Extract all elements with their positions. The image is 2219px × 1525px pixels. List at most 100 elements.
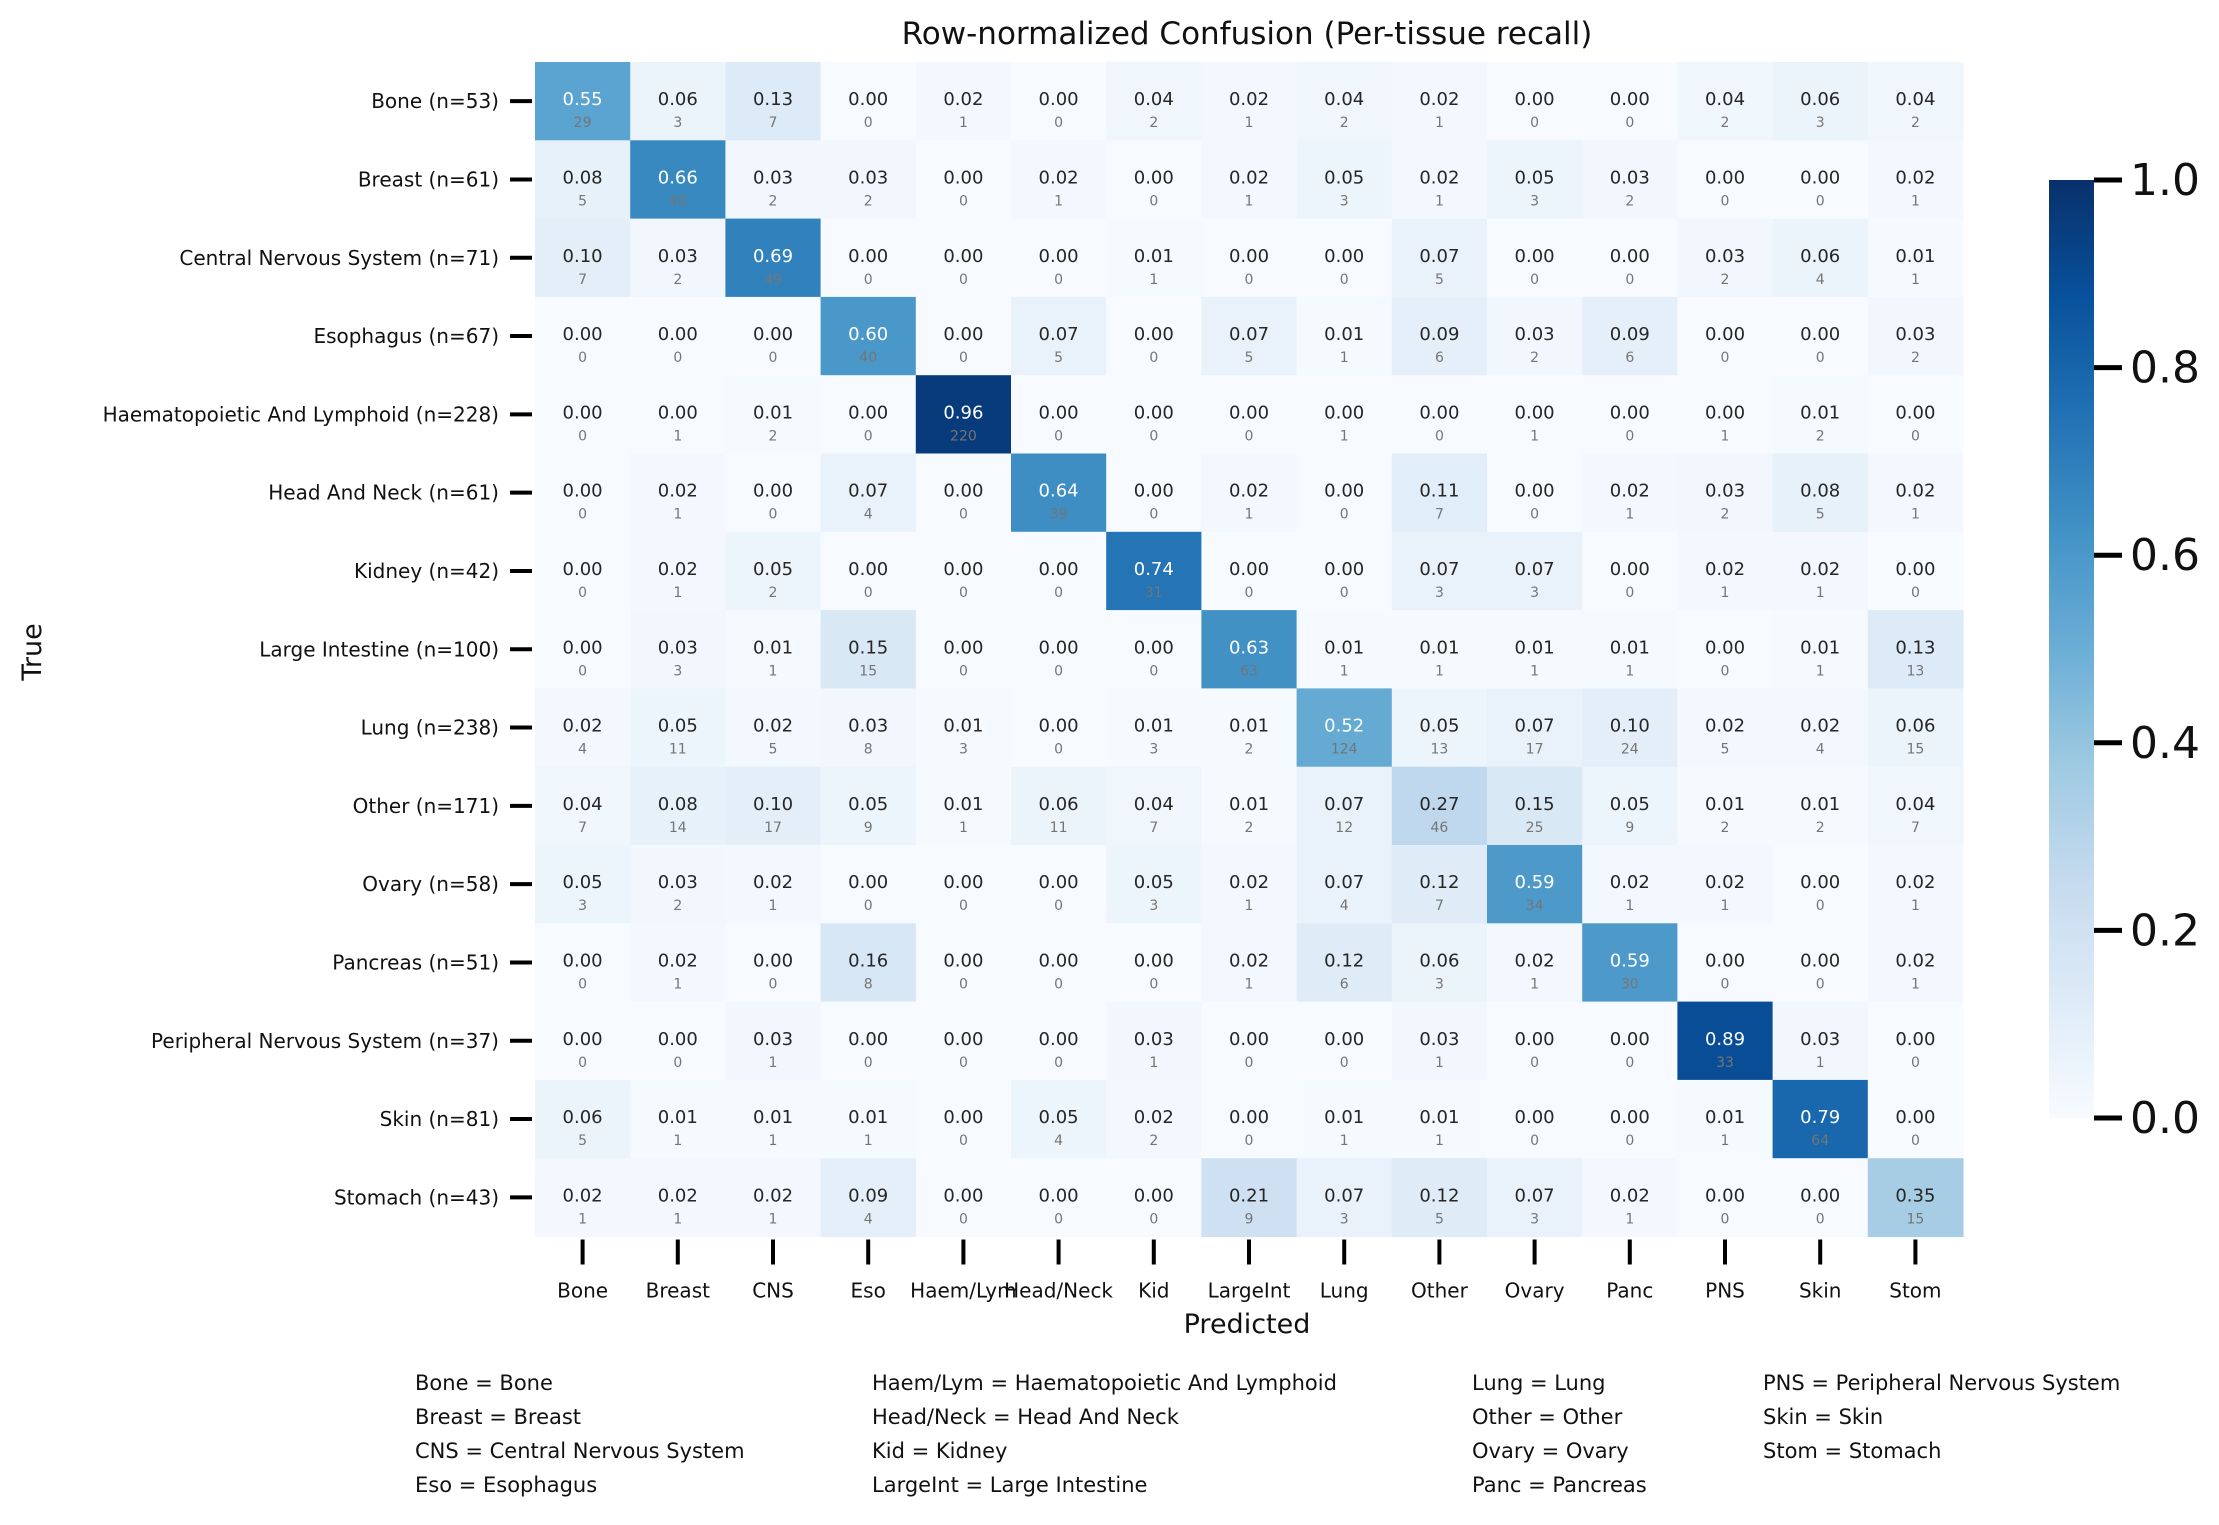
cell-count-label: 2 bbox=[1721, 115, 1730, 131]
heatmap-cell bbox=[915, 375, 1012, 455]
heatmap-cell bbox=[1772, 1158, 1869, 1238]
cell-value-label: 0.01 bbox=[1419, 1107, 1459, 1128]
cell-count-label: 0 bbox=[1340, 585, 1349, 601]
cell-value-label: 0.01 bbox=[658, 1107, 698, 1128]
cell-count-label: 220 bbox=[950, 428, 977, 444]
cell-value-label: 0.00 bbox=[943, 637, 983, 658]
heatmap-cell bbox=[1677, 1001, 1774, 1081]
cell-count-label: 2 bbox=[1340, 115, 1349, 131]
heatmap-cell bbox=[915, 218, 1012, 298]
cell-count-label: 2 bbox=[1149, 115, 1158, 131]
cell-value-label: 0.03 bbox=[1800, 1029, 1840, 1050]
heatmap-cell bbox=[1296, 140, 1393, 220]
cell-value-label: 0.00 bbox=[563, 402, 603, 423]
cell-value-label: 0.07 bbox=[1515, 1185, 1555, 1206]
cell-value-label: 0.07 bbox=[1515, 716, 1555, 737]
cell-value-label: 0.00 bbox=[1515, 1029, 1555, 1050]
cell-value-label: 0.03 bbox=[1610, 167, 1650, 188]
cell-count-label: 0 bbox=[578, 428, 587, 444]
cell-value-label: 0.05 bbox=[753, 559, 793, 580]
heatmap-cell bbox=[535, 610, 631, 689]
heatmap-cell bbox=[1106, 1079, 1202, 1159]
cell-value-label: 0.03 bbox=[1705, 481, 1745, 502]
cell-value-label: 0.06 bbox=[1039, 794, 1079, 815]
heatmap-cell bbox=[630, 218, 726, 298]
cell-count-label: 9 bbox=[1245, 1211, 1254, 1227]
cell-value-label: 0.07 bbox=[1419, 559, 1459, 580]
heatmap-cell bbox=[725, 923, 822, 1003]
cell-value-label: 0.03 bbox=[658, 872, 698, 893]
cell-value-label: 0.07 bbox=[1515, 559, 1555, 580]
cell-value-label: 0.01 bbox=[1324, 1107, 1364, 1128]
cell-value-label: 0.00 bbox=[563, 1029, 603, 1050]
cell-value-label: 0.00 bbox=[1515, 402, 1555, 423]
x-tick-label: Stom bbox=[1889, 1279, 1941, 1303]
heatmap-cell bbox=[1106, 375, 1202, 455]
heatmap-cell bbox=[1867, 610, 1964, 689]
cell-count-label: 0 bbox=[1530, 1055, 1539, 1071]
cell-count-label: 0 bbox=[1721, 350, 1730, 366]
heatmap-cell bbox=[535, 375, 631, 455]
heatmap-cell bbox=[820, 296, 917, 376]
heatmap-cell bbox=[725, 531, 822, 611]
y-axis-label: True bbox=[17, 623, 48, 681]
cell-value-label: 0.01 bbox=[1705, 1107, 1745, 1128]
y-tick-label: Skin (n=81) bbox=[380, 1107, 499, 1131]
cell-value-label: 0.89 bbox=[1705, 1029, 1745, 1050]
cell-count-label: 1 bbox=[1625, 1211, 1634, 1227]
abbreviation-entry: Eso = Esophagus bbox=[415, 1473, 598, 1497]
cell-count-label: 12 bbox=[1335, 820, 1353, 836]
heatmap-cell bbox=[1391, 140, 1488, 220]
cell-value-label: 0.02 bbox=[1039, 167, 1079, 188]
colorbar-tick-label: 0.0 bbox=[2130, 1093, 2200, 1144]
cell-value-label: 0.00 bbox=[1324, 1029, 1364, 1050]
cell-count-label: 1 bbox=[1149, 272, 1158, 288]
heatmap-cell bbox=[1201, 296, 1298, 376]
cell-count-label: 2 bbox=[769, 428, 778, 444]
heatmap-cell bbox=[820, 375, 917, 455]
cell-value-label: 0.00 bbox=[1800, 950, 1840, 971]
cell-value-label: 0.00 bbox=[1324, 246, 1364, 267]
heatmap-cell bbox=[1487, 923, 1583, 1003]
cell-count-label: 1 bbox=[673, 976, 682, 992]
abbreviation-entry: Stom = Stomach bbox=[1763, 1439, 1942, 1463]
cell-count-label: 0 bbox=[1530, 507, 1539, 523]
cell-count-label: 17 bbox=[1526, 742, 1544, 758]
cell-count-label: 34 bbox=[1526, 898, 1544, 914]
cell-count-label: 0 bbox=[578, 1055, 587, 1071]
abbreviation-legend-col-4: PNS = Peripheral Nervous System Skin = Sk… bbox=[1763, 1366, 2120, 1468]
cell-count-label: 2 bbox=[1245, 742, 1254, 758]
cell-value-label: 0.01 bbox=[1134, 246, 1174, 267]
cell-count-label: 46 bbox=[1430, 820, 1448, 836]
cell-count-label: 0 bbox=[959, 898, 968, 914]
y-tick-label: Large Intestine (n=100) bbox=[259, 637, 499, 661]
heatmap-cell bbox=[1772, 375, 1869, 455]
cell-count-label: 6 bbox=[1340, 976, 1349, 992]
cell-value-label: 0.00 bbox=[1515, 1107, 1555, 1128]
cell-count-label: 1 bbox=[673, 507, 682, 523]
cell-value-label: 0.04 bbox=[1895, 89, 1935, 110]
heatmap-cell bbox=[535, 453, 631, 533]
abbreviation-entry: Bone = Bone bbox=[415, 1371, 553, 1395]
cell-value-label: 0.01 bbox=[753, 402, 793, 423]
cell-value-label: 0.06 bbox=[1800, 246, 1840, 267]
cell-value-label: 0.00 bbox=[943, 1107, 983, 1128]
cell-value-label: 0.01 bbox=[753, 1107, 793, 1128]
cell-count-label: 3 bbox=[673, 663, 682, 679]
cell-count-label: 0 bbox=[959, 507, 968, 523]
heatmap-cell bbox=[1677, 296, 1774, 376]
cell-count-label: 6 bbox=[1435, 350, 1444, 366]
cell-value-label: 0.74 bbox=[1134, 559, 1174, 580]
cell-value-label: 0.00 bbox=[1610, 89, 1650, 110]
cell-count-label: 1 bbox=[673, 585, 682, 601]
cell-count-label: 2 bbox=[673, 898, 682, 914]
x-tick-label: Breast bbox=[646, 1279, 710, 1303]
cell-count-label: 7 bbox=[1149, 820, 1158, 836]
cell-value-label: 0.16 bbox=[848, 950, 888, 971]
heatmap-cell bbox=[535, 296, 631, 376]
cell-count-label: 17 bbox=[764, 820, 782, 836]
cell-value-label: 0.02 bbox=[658, 559, 698, 580]
cell-count-label: 0 bbox=[1530, 1133, 1539, 1149]
heatmap-cell bbox=[1582, 845, 1678, 924]
cell-count-label: 0 bbox=[1245, 272, 1254, 288]
